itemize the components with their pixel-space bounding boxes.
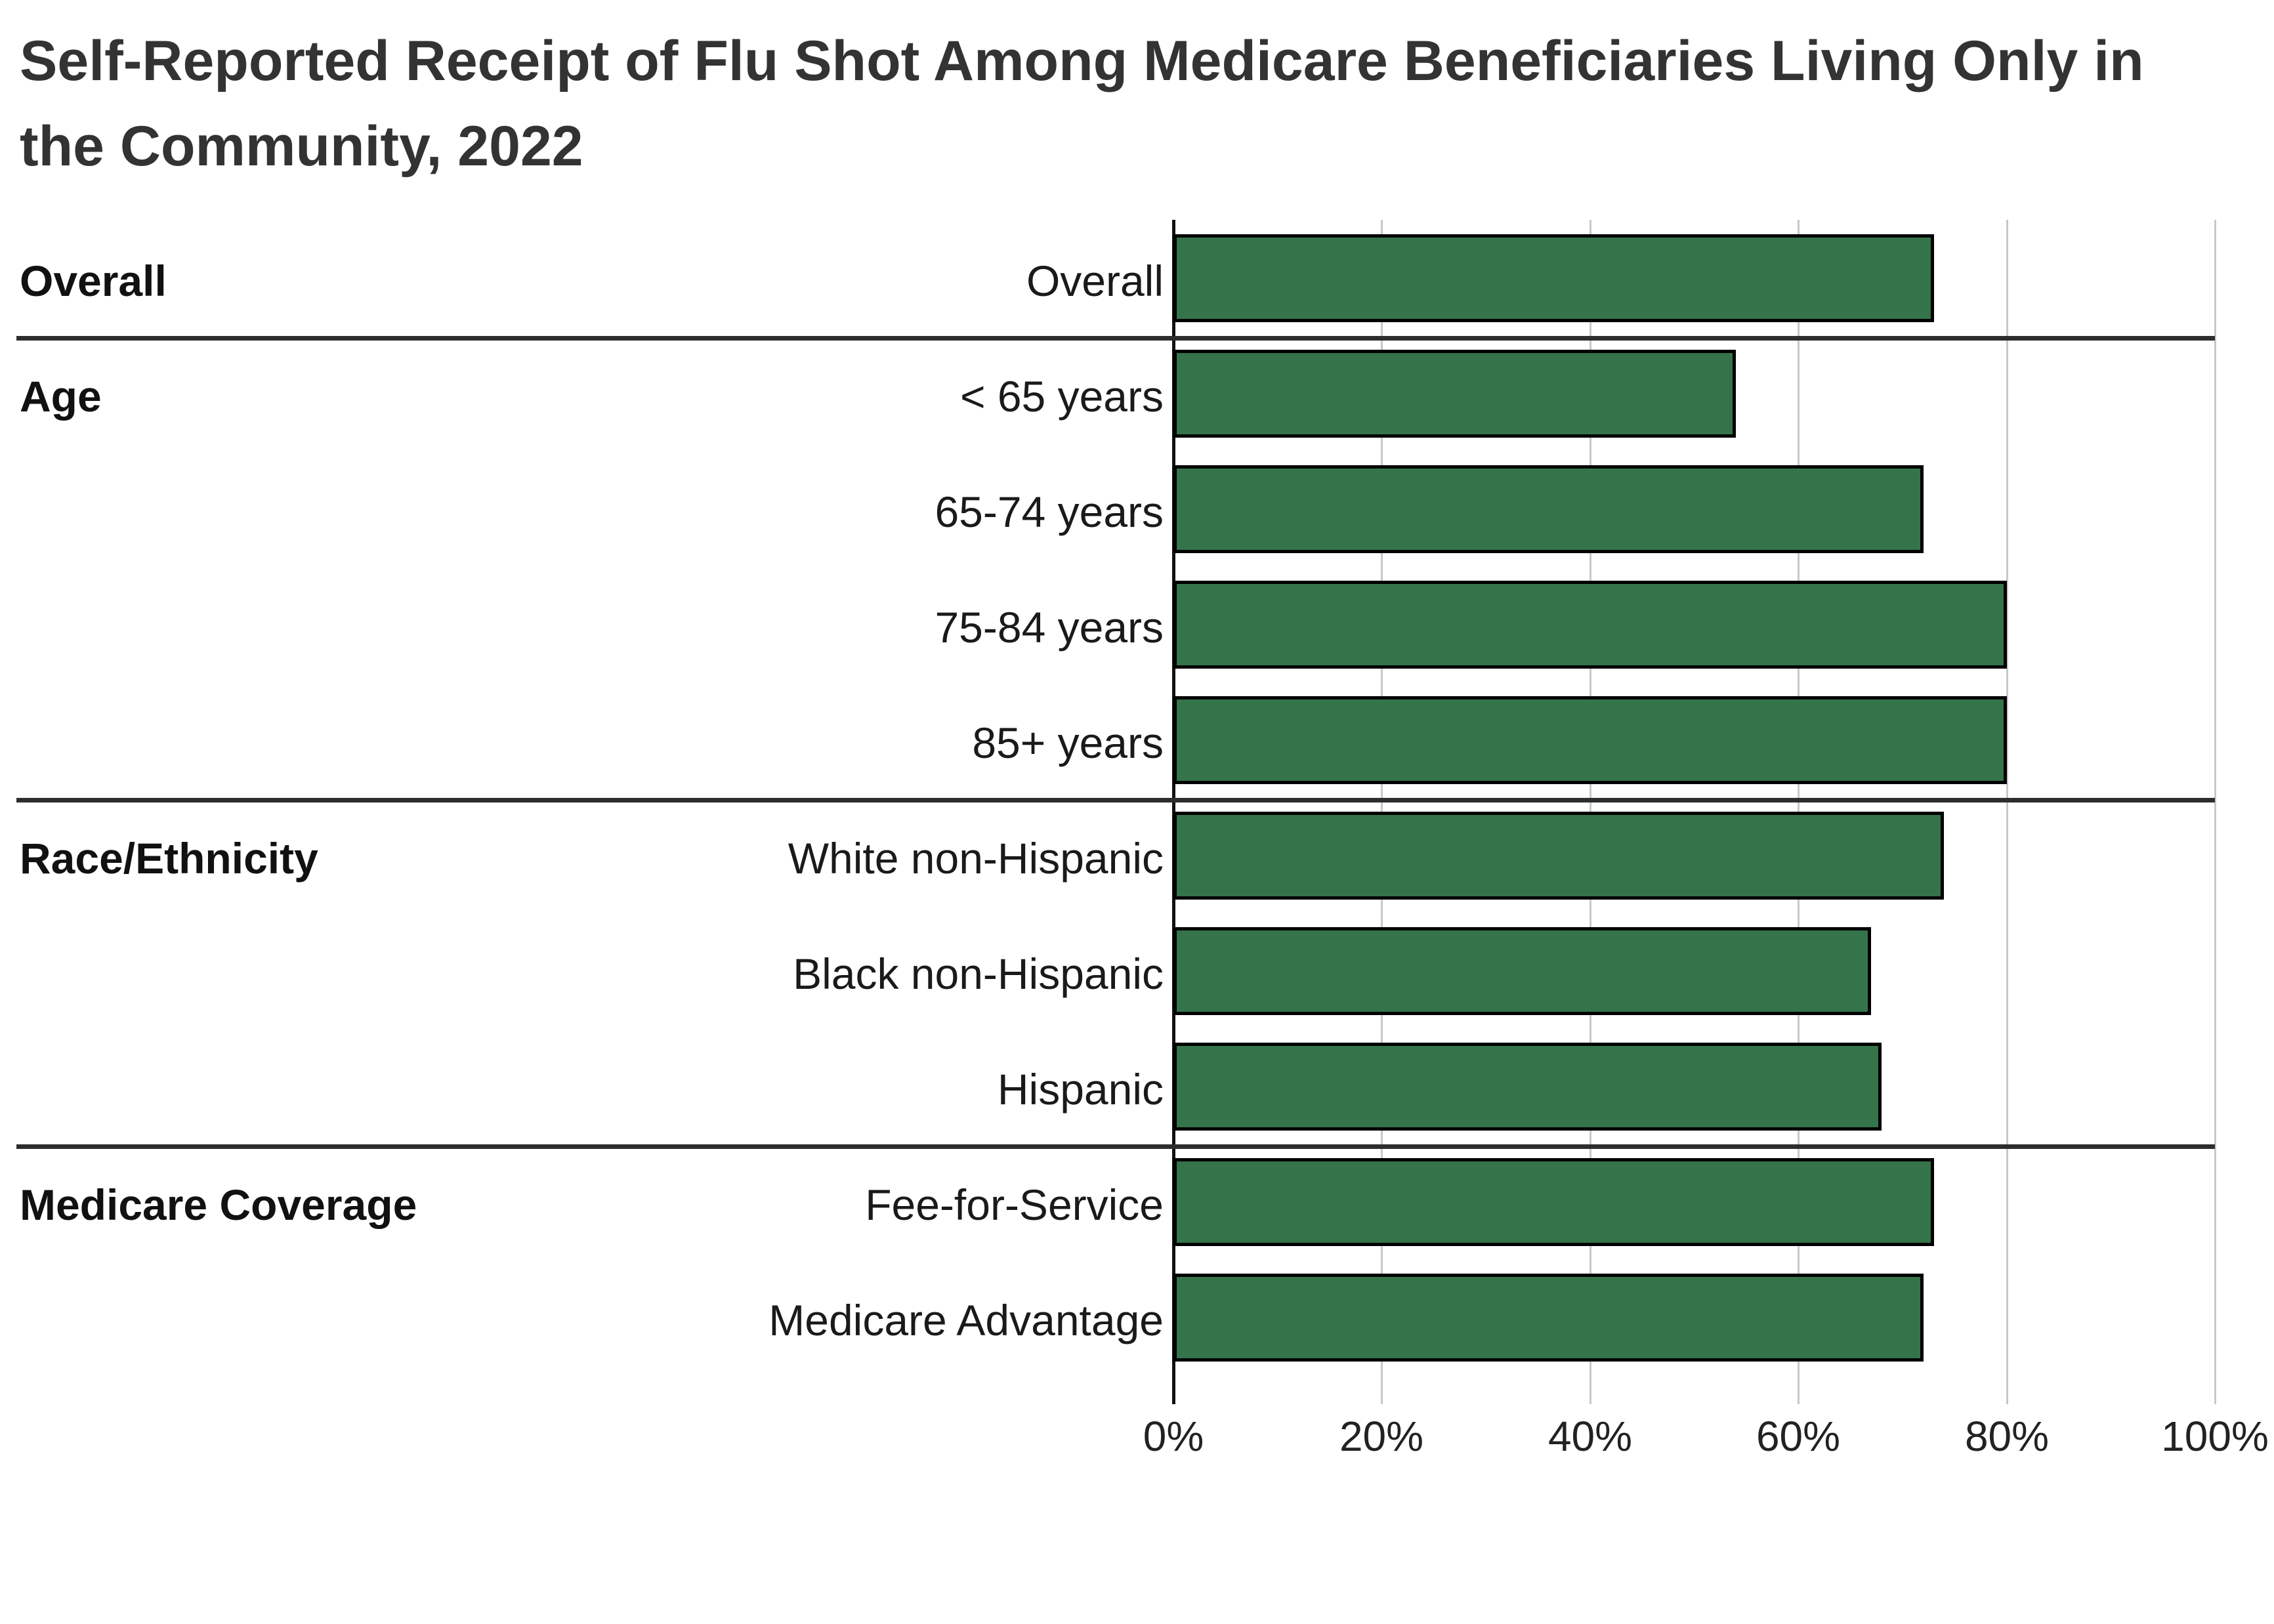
x-tick-label: 80%	[1964, 1413, 2050, 1460]
group-label: Race/Ethnicity	[20, 834, 318, 883]
row-label: Overall	[1026, 257, 1164, 305]
group-separator	[16, 336, 2215, 341]
bar	[1173, 581, 2007, 669]
x-tick-label: 20%	[1339, 1413, 1424, 1460]
bar	[1173, 350, 1736, 438]
group-separator	[16, 1144, 2215, 1149]
group-label: Age	[20, 372, 102, 421]
x-tick-label: 100%	[2161, 1413, 2269, 1460]
bar	[1173, 1043, 1882, 1131]
x-tick-label: 60%	[1756, 1413, 1841, 1460]
group-label: Overall	[20, 257, 167, 305]
chart-title: Self-Reported Receipt of Flu Shot Among …	[20, 30, 2144, 178]
row-label: < 65 years	[959, 372, 1164, 421]
row-label: 75-84 years	[935, 603, 1164, 652]
bar	[1173, 696, 2007, 784]
bar	[1173, 1158, 1934, 1246]
group-label: Medicare Coverage	[20, 1180, 417, 1229]
x-gridline	[2006, 220, 2008, 1404]
group-separator	[16, 798, 2215, 802]
bar	[1173, 234, 1934, 322]
row-label: 65-74 years	[935, 488, 1164, 536]
row-label: 85+ years	[972, 718, 1164, 767]
row-label: Fee-for-Service	[865, 1180, 1164, 1229]
bar	[1173, 465, 1924, 553]
x-gridline	[2214, 220, 2216, 1404]
row-label: Medicare Advantage	[769, 1296, 1164, 1344]
row-label: Hispanic	[997, 1065, 1164, 1114]
bar	[1173, 927, 1871, 1015]
bar	[1173, 812, 1944, 900]
row-label: Black non-Hispanic	[793, 949, 1164, 998]
x-tick-label: 40%	[1548, 1413, 1633, 1460]
x-tick-label: 0%	[1143, 1413, 1204, 1460]
bar	[1173, 1274, 1924, 1362]
row-label: White non-Hispanic	[788, 834, 1164, 883]
